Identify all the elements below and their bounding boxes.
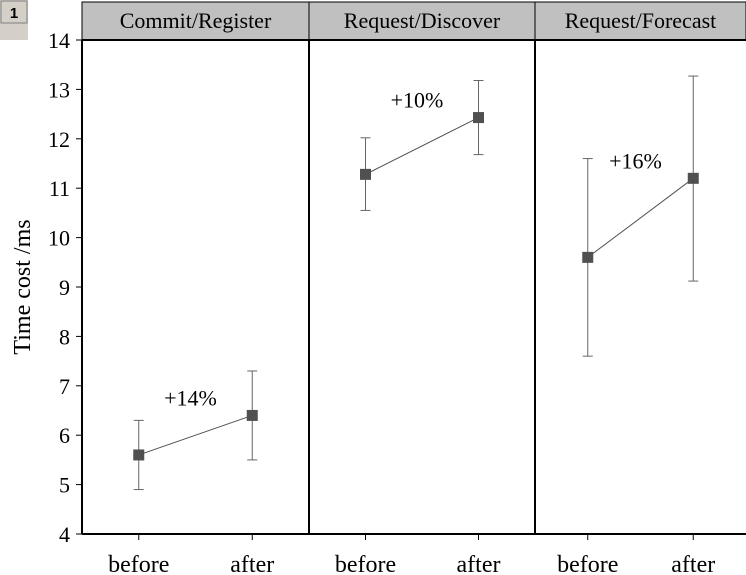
change-annotation: +16% — [609, 148, 662, 173]
y-tick-label: 9 — [59, 275, 70, 300]
x-tick-label: after — [671, 552, 715, 575]
x-tick-label: before — [108, 552, 169, 575]
plot-frame — [81, 39, 746, 535]
y-tick-label: 11 — [49, 176, 70, 201]
series-line — [365, 117, 479, 175]
x-tick-label: after — [230, 552, 274, 575]
y-tick-label: 13 — [48, 77, 70, 102]
data-point-marker — [473, 112, 484, 124]
series-line — [138, 414, 253, 456]
figure-badge: 1 — [0, 0, 28, 40]
panel-header — [534, 1, 746, 41]
y-tick-label: 5 — [59, 473, 70, 498]
badge-label: 1 — [10, 5, 18, 22]
data-point-marker — [582, 251, 594, 263]
y-axis-ticks: 4 5 6 7 8 9 10 11 12 13 14 — [48, 28, 82, 547]
x-tick-label: before — [557, 552, 618, 575]
panel-2: Request/Discover before after +10% — [308, 1, 536, 575]
y-tick-label: 10 — [48, 226, 70, 251]
chart-panels: Commit/Register before after +14% Request/Di… — [81, 1, 746, 575]
data-point-marker — [246, 409, 258, 421]
panel-title: Request/Forecast — [565, 8, 717, 33]
data-point-marker — [687, 172, 699, 184]
panel-title: Request/Discover — [344, 8, 501, 33]
data-point-marker — [360, 168, 371, 180]
series-line — [587, 177, 694, 258]
x-tick-label: before — [335, 552, 396, 575]
change-annotation: +10% — [391, 88, 444, 113]
y-tick-label: 14 — [48, 28, 70, 53]
panel-title: Commit/Register — [120, 8, 272, 33]
x-tick-label: after — [457, 552, 501, 575]
badge-box — [0, 0, 28, 24]
panel-3: Request/Forecast before after +16% — [534, 1, 746, 575]
change-annotation: +14% — [164, 385, 217, 410]
y-tick-label: 7 — [59, 374, 70, 399]
y-axis-label: Time cost /ms — [10, 219, 36, 354]
y-tick-label: 12 — [48, 127, 70, 152]
y-tick-label: 4 — [59, 522, 70, 547]
y-tick-label: 6 — [59, 423, 70, 448]
y-tick-label: 8 — [59, 324, 70, 349]
panel-header — [81, 1, 310, 41]
panel-1: Commit/Register before after +14% — [81, 1, 310, 575]
data-point-marker — [133, 449, 145, 461]
